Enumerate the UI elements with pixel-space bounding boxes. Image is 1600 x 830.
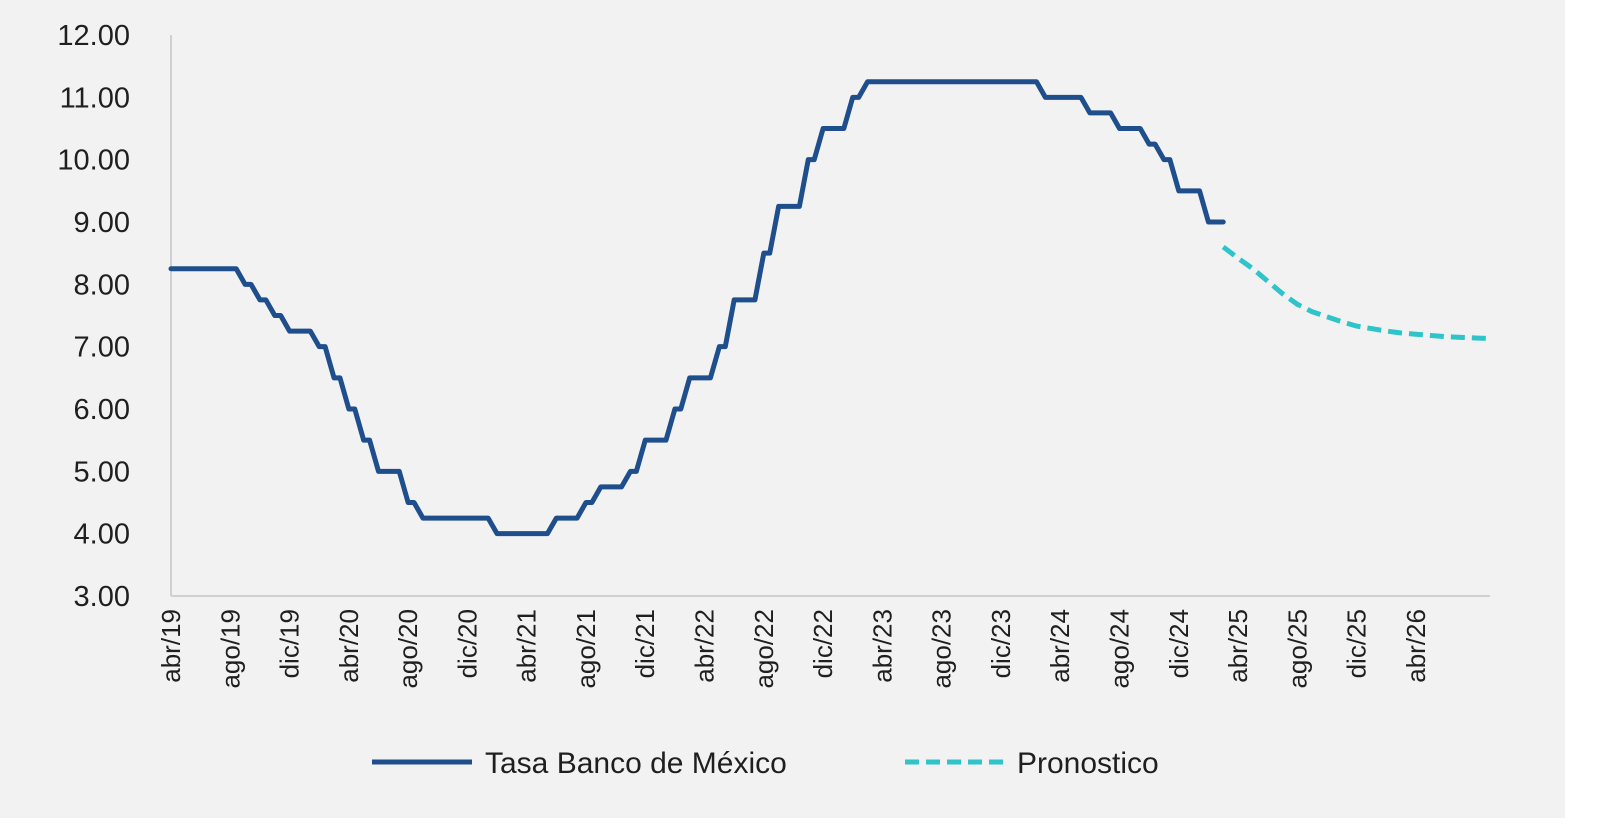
y-tick-label: 11.00 [60,82,130,114]
axes [170,35,1490,597]
x-tick-label: abr/21 [512,609,542,683]
x-tick-label: dic/21 [630,609,660,678]
x-tick-label: dic/24 [1164,609,1194,678]
legend-label-pronostico: Pronostico [1017,747,1159,780]
x-tick-label: ago/19 [215,609,245,689]
legend: Tasa Banco de México Pronostico [372,747,1159,780]
x-tick-label: abr/22 [690,609,720,683]
x-tick-label: ago/24 [1104,609,1134,689]
x-axis-ticks: abr/19 ago/19 dic/19 abr/20 ago/20 dic/20 abr/… [156,609,1431,689]
legend-label-tasa: Tasa Banco de México [485,747,787,780]
y-axis-ticks: 3.00 4.00 5.00 6.00 7.00 8.00 9.00 10.00 11.00 12… [57,20,130,613]
x-tick-label: abr/24 [1045,609,1075,683]
x-tick-label: abr/25 [1223,609,1253,683]
x-tick-label: ago/22 [749,609,779,689]
chart-frame: 3.00 4.00 5.00 6.00 7.00 8.00 9.00 10.00 11.00 12… [0,0,1565,818]
x-tick-label: ago/21 [571,609,601,689]
x-tick-label: ago/23 [927,609,957,689]
y-tick-label: 9.00 [74,207,130,239]
x-tick-label: ago/20 [393,609,423,689]
y-tick-label: 4.00 [74,519,130,551]
x-tick-label: dic/25 [1342,609,1372,678]
x-tick-label: dic/19 [275,609,305,678]
series-line-tasa [168,79,1226,537]
y-tick-label: 8.00 [74,269,130,301]
y-tick-label: 12.00 [57,20,130,52]
x-tick-label: dic/22 [808,609,838,678]
y-tick-label: 3.00 [74,581,130,613]
series-line-pronostico [1221,244,1491,342]
x-tick-label: abr/20 [334,609,364,683]
y-tick-label: 5.00 [74,456,130,488]
x-tick-label: abr/26 [1401,609,1431,683]
series-lines [168,79,1491,537]
line-chart: 3.00 4.00 5.00 6.00 7.00 8.00 9.00 10.00 11.00 12… [57,20,1491,780]
x-tick-label: abr/19 [156,609,186,683]
x-tick-label: ago/25 [1282,609,1312,689]
x-tick-label: dic/23 [986,609,1016,678]
y-tick-label: 7.00 [74,332,130,364]
y-tick-label: 10.00 [57,145,130,177]
x-tick-label: abr/23 [867,609,897,683]
y-tick-label: 6.00 [74,394,130,426]
x-tick-label: dic/20 [452,609,482,678]
